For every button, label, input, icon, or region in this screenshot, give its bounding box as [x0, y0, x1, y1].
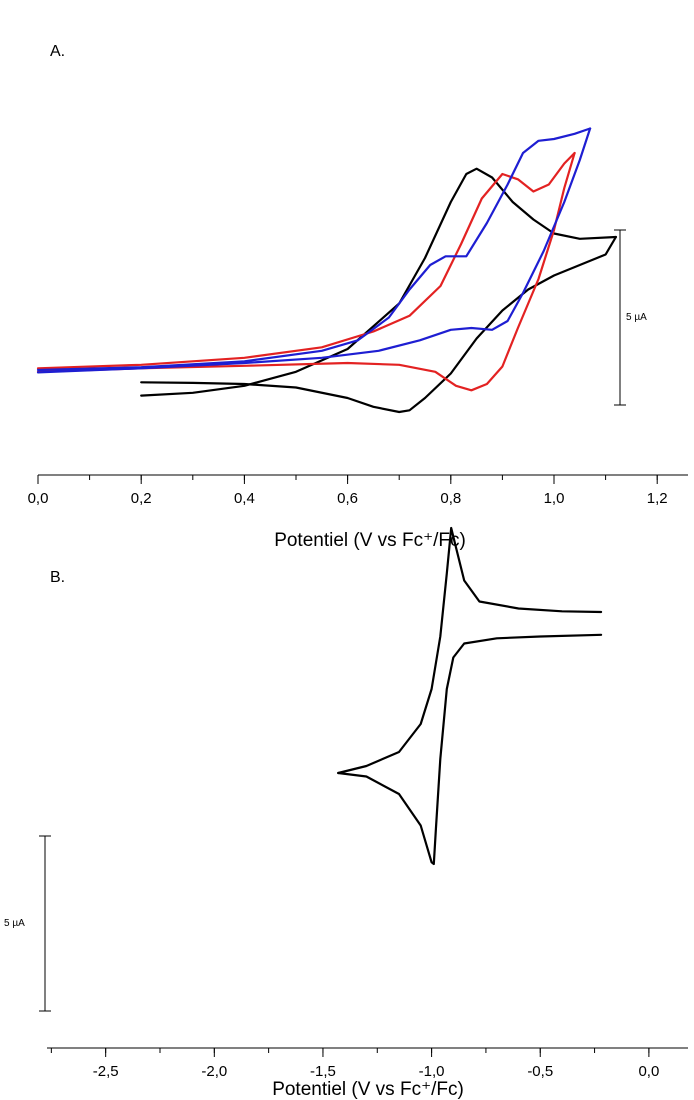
panel-a-trace-0-reverse-scan	[140, 235, 618, 414]
panel-b-tick-label: -1,0	[419, 1063, 445, 1080]
panel-b-x-ticks: -2,5 -2,0 -1,5 -1,0 -0,5 0,0	[50, 1048, 659, 1080]
panel-b-trace-0-reverse-scan	[337, 526, 603, 775]
panel-b-scale-bar: 5 µA	[4, 835, 51, 1012]
panel-a-tick-label: 0,0	[28, 490, 49, 507]
panel-a-tick-label: 1,0	[544, 490, 565, 507]
panel-a-tick-label: 0,6	[337, 490, 358, 507]
panel-a-tick-label: 1,2	[647, 490, 668, 507]
panel-b-tick-label: -2,5	[93, 1063, 119, 1080]
panel-a-tick-label: 0,8	[440, 490, 461, 507]
panel-b-traces	[337, 526, 603, 866]
panel-a-trace-2-forward-scan	[36, 127, 592, 372]
panel-a-trace-1-reverse-scan	[36, 151, 576, 392]
panel-a-x-axis: 0,0 0,2 0,4 0,6 0,8 1,0 1,2 Potentiel (V vs Fc…	[28, 474, 688, 551]
panel-a-scale-bar-label: 5 µA	[626, 312, 647, 323]
panel-a-scale-bar: 5 µA	[614, 229, 647, 406]
panel-b-scale-bar-label: 5 µA	[4, 918, 25, 929]
panel-a-trace-2-reverse-scan	[36, 127, 592, 374]
panel-b-tick-label: -1,5	[310, 1063, 336, 1080]
panel-b-x-axis: -2,5 -2,0 -1,5 -1,0 -0,5 0,0 Potentiel (V vs …	[47, 1047, 688, 1100]
panel-b: B. 5 µA -2,5 -2,0 -1,5 -1,0 -0,5 0,0 Potentie…	[4, 526, 688, 1100]
panel-a-x-ticks: 0,0 0,2 0,4 0,6 0,8 1,0 1,2	[28, 475, 668, 507]
panel-b-trace-0-forward-scan	[337, 633, 603, 866]
panel-b-x-axis-title: Potentiel (V vs Fc⁺/Fc)	[272, 1079, 464, 1100]
panel-b-tick-label: 0,0	[638, 1063, 659, 1080]
panel-a-traces	[36, 127, 618, 414]
panel-a-tick-label: 0,4	[234, 490, 255, 507]
panel-a-trace-1-forward-scan	[36, 151, 576, 370]
panel-a-tick-label: 0,2	[131, 490, 152, 507]
panel-b-tick-label: -2,0	[201, 1063, 227, 1080]
panel-a: A. 5 µA 0,0 0,2 0,4 0,6 0,8 1,0 1,2 Potentiel …	[28, 43, 688, 551]
panel-a-x-axis-title: Potentiel (V vs Fc⁺/Fc)	[274, 530, 466, 551]
panel-b-tick-label: -0,5	[527, 1063, 553, 1080]
panel-a-label: A.	[50, 43, 65, 60]
panel-a-trace-0-forward-scan	[140, 167, 618, 397]
panel-b-label: B.	[50, 569, 65, 586]
